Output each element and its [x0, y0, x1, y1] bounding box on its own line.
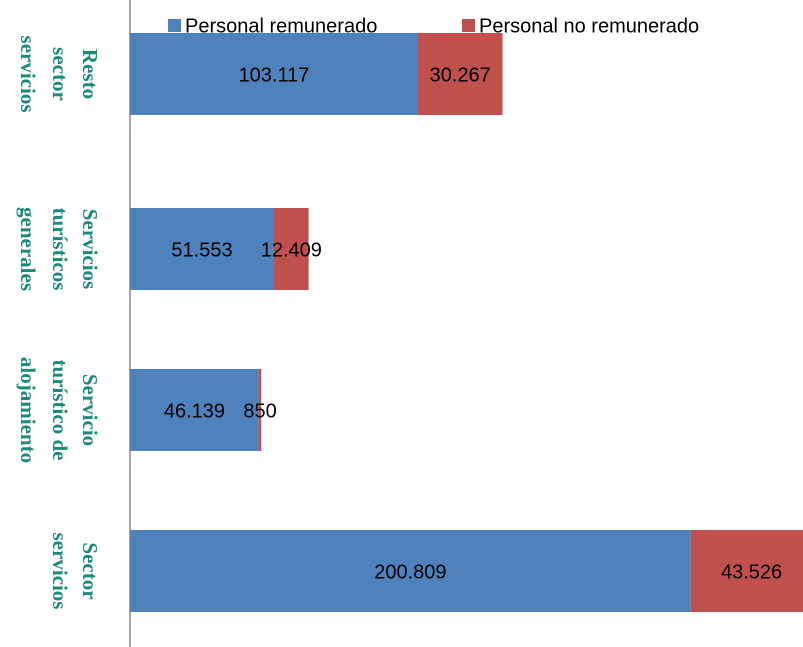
legend-label: Personal no remunerado [479, 15, 699, 37]
bar-segment [417, 33, 503, 115]
bar-segment [130, 530, 691, 612]
category-label: generales [16, 207, 40, 291]
legend-swatch [462, 19, 475, 32]
value-label: 43.526 [721, 561, 782, 583]
value-label: 12.409 [261, 239, 322, 261]
category-label: Servicios [78, 209, 102, 289]
legend-swatch [168, 19, 181, 32]
category-label: Resto [78, 49, 102, 99]
value-label: 103.117 [239, 64, 310, 86]
category-label: Sector [78, 542, 102, 599]
value-label: 51.553 [171, 239, 232, 261]
category-label: servicios [16, 36, 40, 113]
bar-segment [690, 530, 803, 612]
category-label: servicios [48, 533, 72, 610]
bar-segment [130, 208, 274, 290]
category-label: Servicio [78, 374, 102, 446]
value-label: 30.267 [430, 64, 491, 86]
bar-segment [258, 369, 262, 451]
category-label: turístico de [48, 360, 72, 461]
value-label: 46.139 [164, 400, 225, 422]
bar-segment [273, 208, 309, 290]
category-label: turísticos [48, 208, 72, 291]
value-label: 200.809 [374, 561, 446, 583]
category-label: sector [48, 47, 72, 101]
category-label: alojamiento [16, 357, 40, 463]
bar-segment [130, 33, 418, 115]
value-label: 850 [243, 400, 276, 422]
bar-segment [130, 369, 259, 451]
legend-label: Personal remunerado [185, 15, 377, 37]
